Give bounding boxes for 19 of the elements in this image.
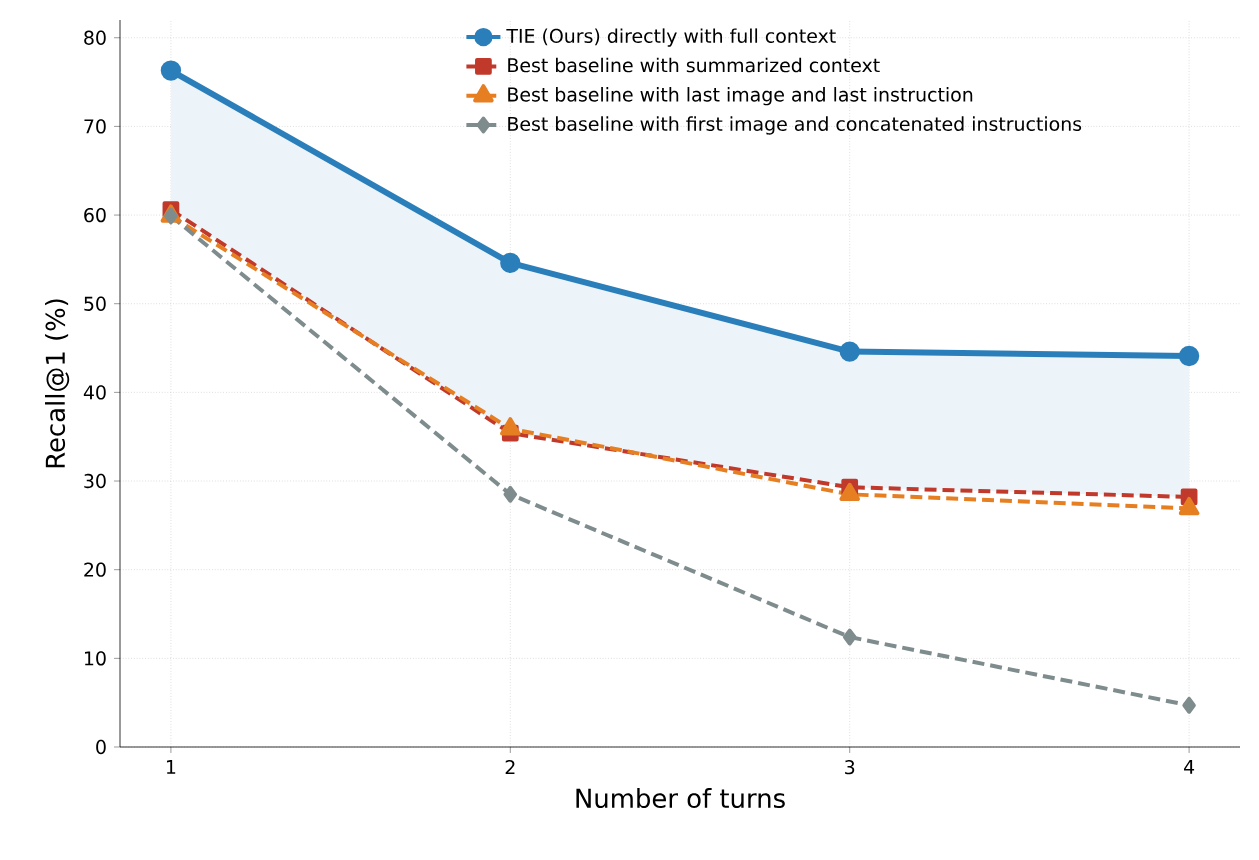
x-tick-label: 4 [1184,760,1195,774]
legend-label: TIE (Ours) directly with full context [506,28,836,47]
y-tick-label: 10 [84,651,106,666]
legend-label: Best baseline with first image and concatenated instructions [508,116,1082,135]
y-tick-label: 60 [84,207,106,223]
y-tick-label: 50 [84,296,106,311]
y-tick-label: 80 [84,30,106,45]
x-axis-title: Number of turns [576,788,785,809]
x-tick-label: 2 [505,760,515,775]
y-tick-label: 20 [84,562,106,577]
x-tick-label: 1 [166,760,176,774]
legend-label: Best baseline with summarized context [508,57,880,73]
legend-label: Best baseline with last image and last instruction [508,87,973,106]
y-tick-label: 70 [84,119,106,134]
y-axis-title: Recall@1 (%) [45,299,70,468]
x-tick-label: 3 [845,760,855,775]
y-tick-label: 30 [84,473,106,489]
y-tick-label: 40 [83,385,106,400]
y-tick-label: 0 [96,739,106,755]
